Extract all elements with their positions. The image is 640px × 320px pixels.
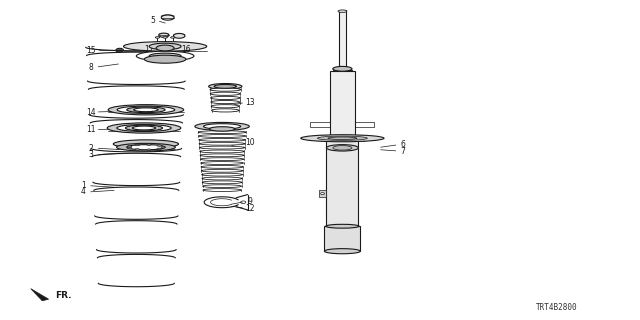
- Ellipse shape: [117, 106, 175, 114]
- Text: 7: 7: [401, 147, 406, 156]
- Text: 10: 10: [244, 138, 255, 147]
- Ellipse shape: [195, 123, 249, 131]
- Ellipse shape: [125, 125, 163, 131]
- Ellipse shape: [210, 92, 240, 95]
- Text: 6: 6: [401, 140, 406, 149]
- Text: 3: 3: [88, 150, 93, 159]
- Text: TRT4B2800: TRT4B2800: [536, 303, 578, 312]
- Ellipse shape: [200, 146, 244, 149]
- Ellipse shape: [149, 53, 181, 59]
- Ellipse shape: [136, 51, 194, 61]
- Ellipse shape: [301, 135, 384, 142]
- Ellipse shape: [127, 107, 165, 113]
- Text: 11: 11: [86, 125, 95, 134]
- Ellipse shape: [159, 33, 169, 37]
- Ellipse shape: [333, 67, 352, 71]
- Ellipse shape: [127, 146, 132, 147]
- Ellipse shape: [328, 137, 357, 140]
- Ellipse shape: [204, 124, 241, 129]
- Ellipse shape: [135, 144, 140, 146]
- Ellipse shape: [200, 150, 244, 153]
- Ellipse shape: [317, 136, 367, 140]
- Text: 2: 2: [88, 144, 93, 153]
- Ellipse shape: [209, 84, 242, 89]
- Ellipse shape: [198, 135, 246, 138]
- Text: 13: 13: [244, 98, 255, 107]
- Ellipse shape: [321, 193, 324, 195]
- Ellipse shape: [241, 201, 246, 204]
- Ellipse shape: [147, 144, 151, 146]
- Ellipse shape: [198, 131, 246, 134]
- Ellipse shape: [127, 147, 132, 149]
- Ellipse shape: [156, 45, 174, 51]
- Ellipse shape: [333, 146, 352, 150]
- Ellipse shape: [145, 55, 186, 63]
- Ellipse shape: [326, 224, 359, 228]
- Polygon shape: [31, 289, 49, 301]
- Ellipse shape: [161, 146, 165, 148]
- Ellipse shape: [202, 177, 242, 180]
- Ellipse shape: [127, 145, 165, 150]
- Ellipse shape: [201, 162, 243, 164]
- Bar: [319, 190, 326, 197]
- Bar: [324, 226, 360, 251]
- Ellipse shape: [135, 148, 140, 150]
- Ellipse shape: [338, 10, 347, 12]
- Ellipse shape: [170, 37, 175, 38]
- Bar: [330, 71, 355, 139]
- Ellipse shape: [157, 145, 161, 146]
- Text: 15: 15: [86, 46, 96, 55]
- Ellipse shape: [211, 100, 239, 104]
- Text: 8: 8: [88, 63, 93, 72]
- Text: 1: 1: [81, 181, 86, 190]
- Ellipse shape: [202, 181, 242, 184]
- Bar: [321, 135, 330, 141]
- Ellipse shape: [116, 124, 172, 132]
- Text: 5: 5: [150, 16, 155, 25]
- Ellipse shape: [324, 249, 360, 254]
- Text: FR.: FR.: [55, 292, 72, 300]
- Ellipse shape: [108, 105, 184, 115]
- Ellipse shape: [211, 105, 239, 108]
- Text: 14: 14: [86, 108, 96, 116]
- Ellipse shape: [200, 154, 244, 157]
- Ellipse shape: [209, 127, 235, 131]
- Ellipse shape: [157, 148, 161, 150]
- Ellipse shape: [210, 88, 241, 91]
- Ellipse shape: [326, 145, 358, 151]
- Text: 4: 4: [81, 188, 86, 196]
- Ellipse shape: [198, 139, 246, 141]
- Text: 9: 9: [247, 197, 252, 206]
- Text: 17: 17: [144, 45, 154, 54]
- Text: 12: 12: [245, 204, 254, 212]
- Ellipse shape: [134, 108, 158, 112]
- Ellipse shape: [155, 37, 160, 38]
- Ellipse shape: [113, 140, 179, 148]
- Ellipse shape: [149, 43, 181, 50]
- Ellipse shape: [211, 109, 239, 112]
- Ellipse shape: [200, 158, 244, 161]
- Ellipse shape: [214, 84, 236, 88]
- Bar: [339, 10, 346, 70]
- Ellipse shape: [202, 185, 242, 188]
- Ellipse shape: [118, 49, 122, 52]
- Ellipse shape: [203, 188, 241, 191]
- Ellipse shape: [161, 15, 174, 20]
- Ellipse shape: [201, 165, 243, 168]
- Ellipse shape: [163, 37, 168, 38]
- Ellipse shape: [202, 173, 243, 176]
- Ellipse shape: [124, 42, 207, 51]
- Ellipse shape: [132, 126, 156, 130]
- Ellipse shape: [107, 123, 181, 133]
- Ellipse shape: [147, 149, 151, 150]
- Ellipse shape: [116, 143, 175, 151]
- Text: 16: 16: [180, 45, 191, 54]
- Ellipse shape: [199, 142, 245, 145]
- Bar: [326, 139, 358, 226]
- Ellipse shape: [211, 96, 240, 100]
- Ellipse shape: [116, 48, 124, 52]
- Bar: [355, 135, 364, 141]
- Ellipse shape: [173, 34, 185, 38]
- Ellipse shape: [201, 169, 243, 172]
